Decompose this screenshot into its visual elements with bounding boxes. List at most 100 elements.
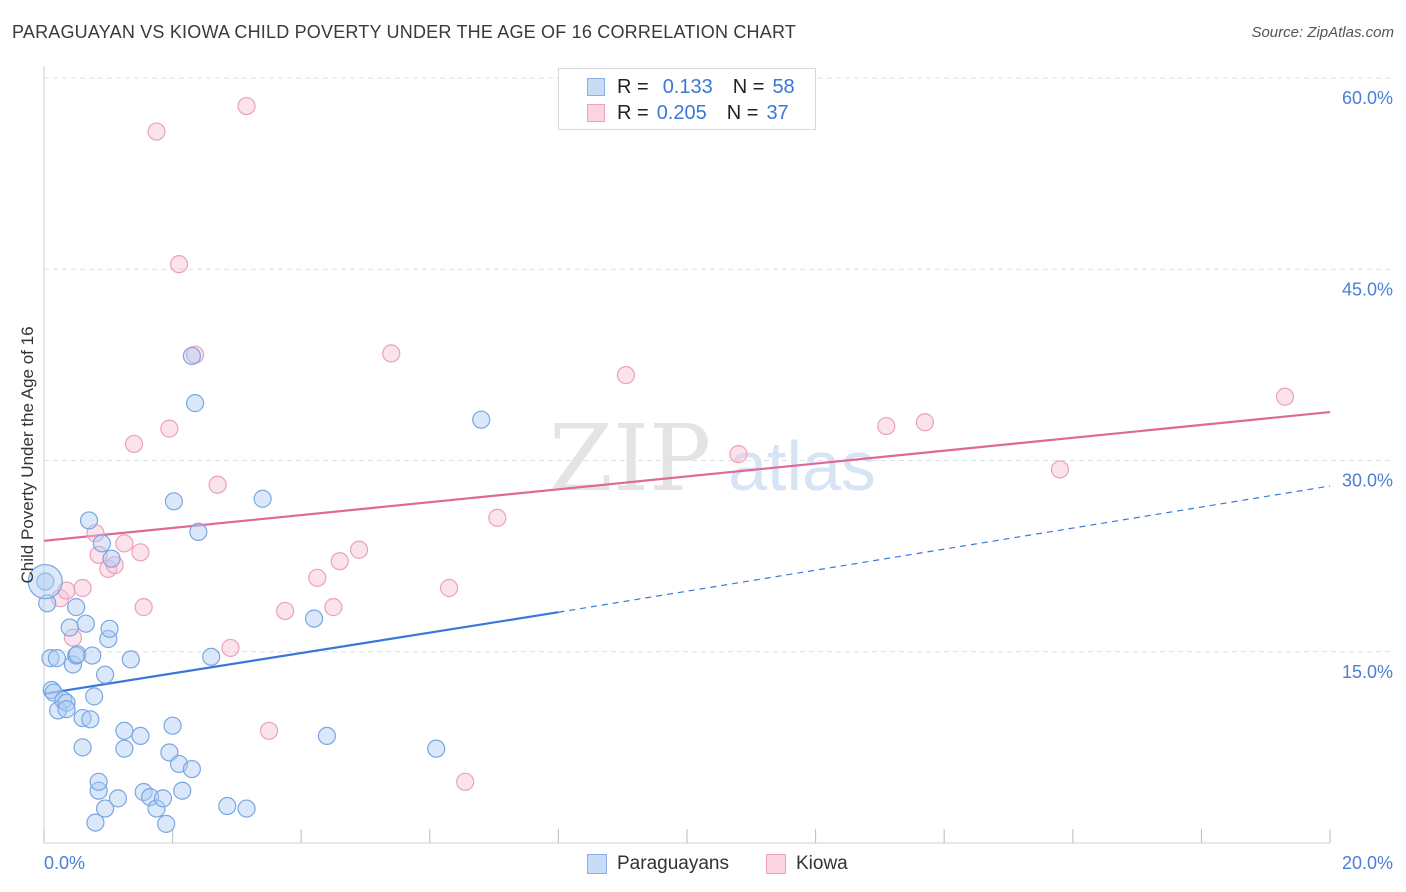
x-tick-label: 20.0% (1342, 853, 1393, 873)
y-axis-label: Child Poverty Under the Age of 16 (18, 326, 37, 583)
point-kiowa (160, 419, 179, 438)
point-kiowa (208, 475, 227, 494)
point-paraguayans (81, 710, 100, 729)
point-paraguayans (115, 721, 134, 740)
point-paraguayans (68, 645, 87, 664)
point-paraguayans (57, 693, 76, 712)
point-paraguayans (36, 572, 55, 591)
legend-r-value: 0.205 (656, 101, 707, 124)
bottom-legend-kiowa: Kiowa (766, 852, 848, 876)
point-paraguayans (182, 346, 201, 366)
axes (43, 66, 1331, 844)
point-paraguayans (237, 799, 256, 818)
point-kiowa (221, 638, 240, 658)
tick-labels: 15.0% 30.0% 45.0% 60.0% 0.0% 20.0% (44, 88, 1393, 873)
y-tick-label: 15.0% (1342, 662, 1393, 682)
point-paraguayans (44, 683, 63, 702)
bottom-swatch-blue (587, 854, 607, 874)
point-kiowa (349, 540, 369, 559)
point-kiowa (1275, 387, 1295, 406)
point-kiowa (169, 255, 189, 274)
point-paraguayans (186, 394, 205, 413)
point-paraguayans (218, 796, 237, 816)
legend-row-paraguayans: R = 0.133 N = 58 (587, 75, 795, 99)
point-kiowa (237, 96, 256, 116)
point-paraguayans (121, 650, 140, 669)
trend-line-paraguayans-extension (558, 485, 1331, 613)
legend-n-label: N = (732, 75, 765, 98)
point-kiowa (1050, 460, 1070, 479)
point-paraguayans (163, 716, 182, 735)
point-paraguayans (317, 726, 337, 746)
point-kiowa (382, 344, 401, 363)
point-paraguayans (60, 618, 79, 637)
point-kiowa (131, 543, 150, 562)
point-paraguayans (173, 781, 192, 800)
point-paraguayans (304, 609, 324, 628)
point-paraguayans (57, 700, 76, 719)
point-paraguayans (42, 680, 61, 700)
point-kiowa (259, 721, 279, 740)
point-paraguayans (157, 814, 176, 833)
point-kiowa (915, 413, 935, 432)
watermark-zip: ZIP (549, 405, 711, 512)
point-paraguayans (253, 489, 272, 508)
legend-n-label: N = (726, 101, 759, 124)
point-kiowa (330, 552, 349, 571)
point-kiowa (488, 508, 507, 527)
trend-lines (43, 410, 1331, 695)
legend-swatch-blue (587, 78, 605, 96)
point-paraguayans (153, 789, 173, 808)
point-paraguayans (85, 687, 104, 706)
legend-swatch-pink (587, 104, 605, 122)
y-tick-label: 30.0% (1342, 471, 1393, 491)
point-kiowa (115, 534, 134, 553)
point-paraguayans (202, 647, 221, 666)
grid-lines (44, 77, 1390, 653)
point-paraguayans (102, 549, 121, 568)
bottom-legend-paraguayans: Paraguayans (587, 852, 729, 876)
point-paraguayans (115, 739, 134, 758)
legend-row-kiowa: R = 0.205 N = 37 (587, 101, 789, 125)
point-paraguayans (182, 759, 201, 779)
point-paraguayans (108, 789, 128, 808)
bottom-legend-label: Paraguayans (617, 853, 729, 874)
point-paraguayans (189, 522, 208, 542)
x-tick-label: 0.0% (44, 853, 85, 873)
point-kiowa (324, 598, 343, 617)
point-paraguayans (472, 410, 491, 429)
correlation-legend: R = 0.133 N = 58 R = 0.205 N = 37 (558, 68, 816, 130)
point-paraguayans (164, 492, 183, 511)
legend-r-value: 0.133 (662, 75, 713, 98)
legend-n-value: 58 (772, 75, 795, 98)
source-label: Source: ZipAtlas.com (1251, 24, 1394, 41)
point-paraguayans (89, 772, 108, 791)
point-kiowa (308, 568, 327, 587)
point-paraguayans (83, 646, 102, 665)
point-paraguayans (86, 813, 105, 832)
point-paraguayans (95, 799, 115, 818)
point-paraguayans (147, 799, 166, 818)
bottom-swatch-pink (766, 854, 786, 874)
data-points (27, 96, 1295, 833)
y-tick-label: 60.0% (1342, 88, 1393, 108)
point-paraguayans (47, 649, 66, 668)
point-paraguayans (67, 646, 86, 665)
point-kiowa (73, 578, 92, 598)
point-kiowa (276, 601, 295, 621)
point-kiowa (147, 122, 166, 141)
point-paraguayans (95, 665, 115, 684)
point-kiowa (439, 578, 459, 598)
y-tick-label: 45.0% (1342, 279, 1393, 299)
legend-n-value: 37 (766, 101, 789, 124)
point-kiowa (729, 445, 748, 464)
trend-line-paraguayans (43, 611, 559, 695)
point-kiowa (456, 772, 475, 791)
point-paraguayans (67, 598, 86, 617)
point-paraguayans (41, 649, 60, 668)
point-paraguayans (100, 619, 119, 638)
point-paraguayans (140, 787, 160, 807)
point-paraguayans (79, 511, 99, 530)
point-paraguayans (427, 739, 446, 758)
